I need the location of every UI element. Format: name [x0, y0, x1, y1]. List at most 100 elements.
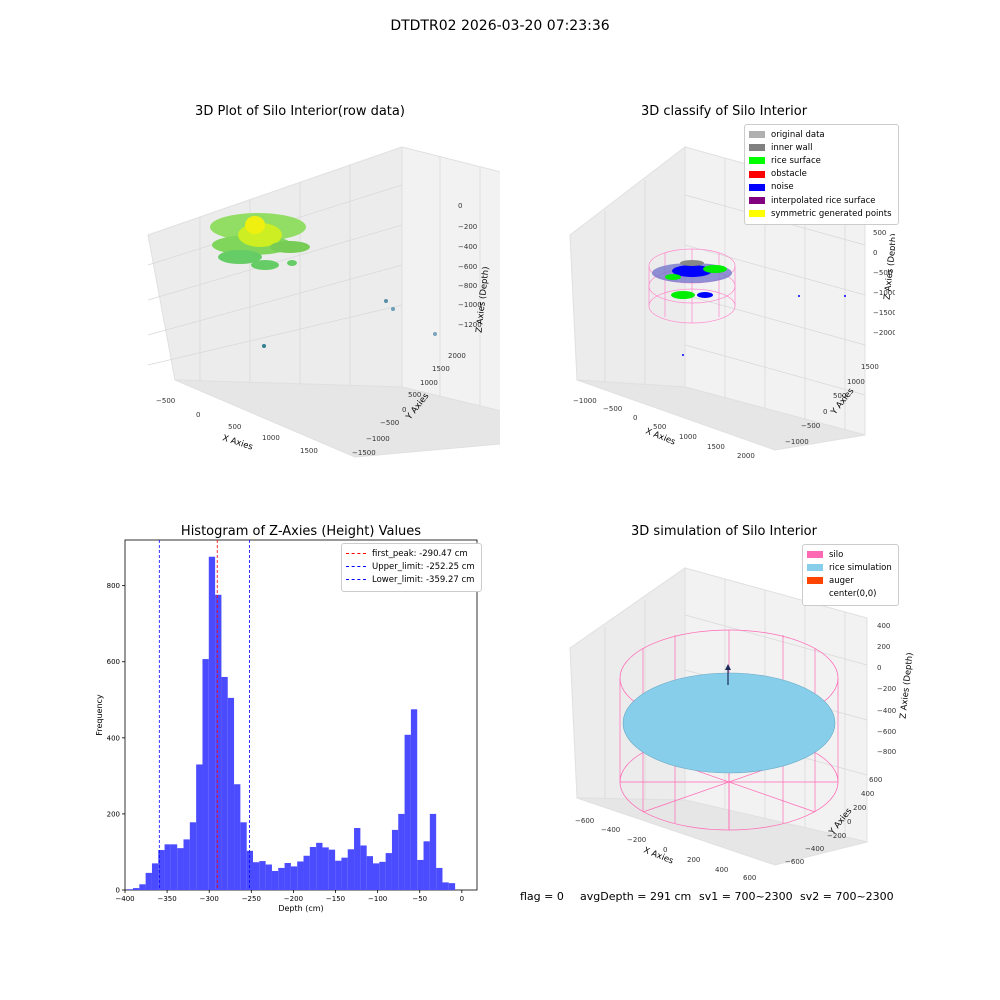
legend-entry-inner-wall: inner wall	[749, 141, 892, 154]
histogram-bar	[436, 867, 443, 890]
histogram-bar	[271, 870, 279, 890]
histogram-bar	[379, 861, 386, 890]
simulation-y-tick-labels: −600 −400 −200 0 200 400 600	[785, 776, 882, 866]
histogram-bar	[164, 844, 171, 890]
classify-z-tick-1: 500	[873, 229, 886, 237]
classify-y-tick-1: −500	[801, 422, 820, 430]
histogram-bar	[442, 882, 449, 890]
classify-x-tick-2: 0	[633, 414, 637, 422]
panel-raw-title: 3D Plot of Silo Interior(row data)	[195, 104, 405, 119]
classify-x-tick-6: 2000	[737, 452, 755, 460]
histogram-x-ticks: −400 −350 −300 −250 −200 −150 −100 −50 0	[115, 890, 464, 903]
histogram-bar	[385, 853, 392, 890]
simulation-x-tick-4: 200	[687, 856, 700, 864]
x-tick-label: 0	[460, 895, 464, 903]
x-tick-label: −150	[326, 895, 345, 903]
status-avg-depth: avgDepth = 291 cm	[580, 890, 692, 903]
histogram-bar	[316, 842, 323, 890]
simulation-z-tick-2: 0	[877, 664, 881, 672]
classify-y-tick-3: 500	[833, 392, 846, 400]
classify-y-tick-labels: −1000 −500 0 500 1000 1500	[785, 363, 879, 446]
simulation-z-tick-5: −600	[877, 728, 896, 736]
histogram-bar	[398, 813, 405, 890]
simulation-z-tick-4: −400	[877, 707, 896, 715]
legend-entry-center: center(0,0)	[807, 588, 892, 601]
legend-entry-original-data: original data	[749, 128, 892, 141]
histogram-bar	[404, 734, 411, 890]
figure-suptitle: DTDTR02 2026-03-20 07:23:36	[390, 18, 610, 34]
classify-z-axis-label: Z Axies (Depth)	[883, 233, 895, 300]
legend-swatch-silo	[807, 551, 823, 559]
panel-simulation-3d: 400 200 0 −200 −400 −600 −800 Z Axies (D…	[569, 567, 915, 880]
simulation-y-tick-0: −600	[785, 858, 804, 866]
histogram-bar	[284, 862, 291, 890]
simulation-y-tick-3: 0	[847, 818, 851, 826]
histogram-bar	[341, 857, 348, 890]
legend-entry-lower-limit: Lower_limit: -359.27 cm	[346, 573, 475, 586]
classify-z-tick-4: −1000	[873, 289, 895, 297]
legend-swatch-center	[807, 591, 823, 598]
simulation-y-tick-5: 400	[861, 790, 874, 798]
panel-raw-3d	[147, 146, 500, 458]
histogram-bar	[410, 709, 418, 890]
histogram-bar	[151, 863, 159, 890]
simulation-z-tick-3: −200	[877, 685, 896, 693]
legend-swatch-6	[749, 210, 765, 218]
histogram-bars	[126, 556, 456, 890]
simulation-x-tick-6: 600	[743, 874, 756, 880]
legend-entry-rice-surface: rice surface	[749, 154, 892, 167]
histogram-bar	[322, 847, 329, 890]
x-tick-label: −200	[284, 895, 303, 903]
simulation-y-tick-4: 200	[853, 804, 866, 812]
histogram-bar	[246, 850, 253, 890]
histogram-bar	[227, 697, 235, 890]
histogram-bar	[145, 872, 152, 890]
histogram-y-axis-label: Frequency	[95, 694, 104, 736]
y-tick-label: 400	[107, 734, 120, 742]
legend-swatch-5	[749, 197, 765, 205]
histogram-bar	[303, 855, 310, 890]
y-tick-label: 600	[107, 658, 120, 666]
histogram-bar	[391, 829, 399, 890]
simulation-z-tick-labels: 400 200 0 −200 −400 −600 −800	[877, 622, 896, 756]
histogram-bar	[290, 866, 298, 890]
legend-line-upper-limit	[346, 566, 366, 568]
panel-classify-title: 3D classify of Silo Interior	[640, 104, 808, 119]
histogram-bar	[347, 849, 355, 890]
histogram-bar	[170, 844, 178, 890]
panel-simulation-title: 3D simulation of Silo Interior	[631, 524, 817, 539]
legend-swatch-4	[749, 183, 765, 191]
status-sv2: sv2 = 700~2300	[800, 890, 894, 903]
legend-line-first-peak	[346, 553, 366, 555]
histogram-bar	[196, 764, 203, 890]
classify-legend: original data inner wall rice surface ob…	[744, 124, 899, 226]
histogram-bar	[265, 864, 272, 890]
simulation-z-axis-label: Z Axies (Depth)	[899, 652, 915, 719]
legend-swatch-0	[749, 131, 765, 139]
histogram-legend: first_peak: -290.47 cm Upper_limit: -252…	[341, 543, 482, 592]
pane-floor	[576, 379, 866, 451]
classify-silo-wireframe	[648, 248, 736, 324]
histogram-bar	[259, 861, 266, 890]
histogram-bar	[429, 813, 437, 890]
classify-y-tick-2: 0	[823, 408, 827, 416]
classify-x-tick-5: 1500	[707, 443, 725, 451]
simulation-x-tick-2: −200	[627, 836, 646, 844]
simulation-legend: silo rice simulation auger center(0,0)	[802, 544, 899, 606]
histogram-bar	[234, 784, 241, 890]
histogram-bar	[126, 889, 133, 890]
classify-x-tick-labels: −1000 −500 0 500 1000 1500 2000	[573, 397, 755, 460]
x-tick-label: −400	[115, 895, 134, 903]
histogram-bar	[221, 676, 228, 890]
legend-entry-symmetric-generated-points: symmetric generated points	[749, 207, 892, 220]
classify-x-tick-1: −500	[603, 405, 622, 413]
pane-floor	[174, 379, 500, 458]
simulation-x-tick-labels: −600 −400 −200 0 200 400 600	[575, 817, 756, 880]
histogram-title: Histogram of Z-Axies (Height) Values	[180, 524, 422, 539]
simulation-z-tick-1: 200	[877, 643, 890, 651]
simulation-x-axis-label: X Axies	[642, 846, 675, 867]
legend-entry-obstacle: obstacle	[749, 168, 892, 181]
histogram-bar	[360, 845, 367, 890]
simulation-x-tick-5: 400	[715, 866, 728, 874]
histogram-bar	[183, 839, 190, 890]
